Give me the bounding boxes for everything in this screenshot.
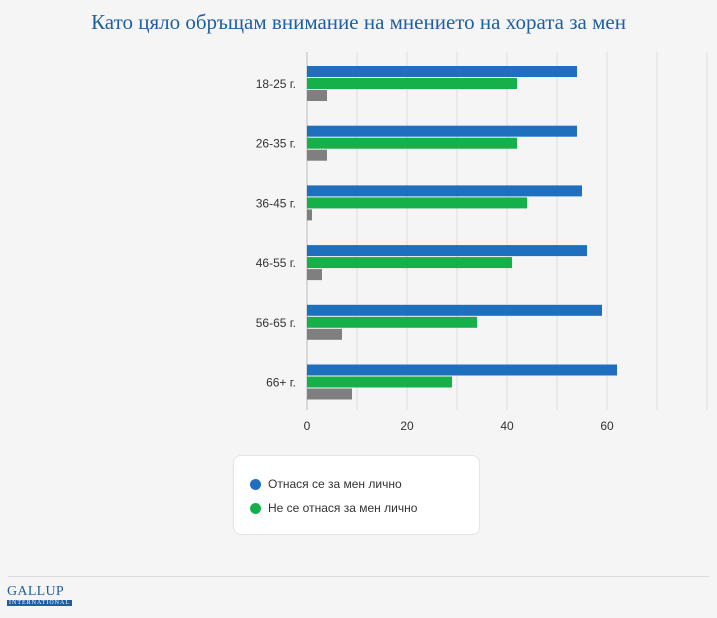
category-label: 26-35 г.	[256, 137, 296, 151]
chart-legend: Отнася се за мен лично Не се отнася за м…	[233, 455, 480, 535]
category-label: 18-25 г.	[256, 77, 296, 91]
x-tick-label: 60	[600, 419, 614, 433]
bar	[307, 209, 312, 221]
bar	[307, 245, 587, 257]
legend-label-series-2: Не се отнася за мен лично	[268, 501, 418, 515]
legend-label-series-1: Отнася се за мен лично	[268, 477, 402, 491]
bar	[307, 328, 342, 340]
bar	[307, 66, 577, 77]
legend-swatch-series-2	[250, 502, 261, 514]
footer-divider	[8, 576, 709, 577]
category-label: 36-45 г.	[256, 196, 296, 210]
category-label: 56-65 г.	[256, 316, 296, 330]
bar	[307, 304, 602, 316]
bar	[307, 197, 527, 209]
bar	[307, 90, 327, 101]
legend-item-series-1[interactable]: Отнася се за мен лично	[250, 472, 479, 496]
logo-subtitle: INTERNATIONAL	[7, 600, 72, 606]
category-label: 66+ г.	[266, 376, 296, 390]
x-tick-label: 0	[304, 419, 311, 433]
bar	[307, 269, 322, 281]
logo-wordmark: GALLUP	[7, 584, 65, 599]
gallup-logo[interactable]: GALLUP INTERNATIONAL	[7, 585, 72, 606]
category-label: 46-55 г.	[256, 256, 296, 270]
bar	[307, 185, 582, 197]
bar	[307, 149, 327, 161]
bar	[307, 376, 452, 388]
bar	[307, 125, 577, 137]
legend-swatch-series-1	[250, 478, 261, 490]
bar	[307, 78, 517, 89]
bar	[307, 137, 517, 149]
bar	[307, 257, 512, 269]
bar	[307, 364, 617, 376]
bar	[307, 388, 352, 400]
bar	[307, 316, 477, 328]
bar-chart: 0 20 40 60 18-25 г. 26-35 г. 36-45 г. 46-55 г. 5…	[256, 52, 708, 433]
x-tick-label: 40	[500, 419, 514, 433]
x-tick-label: 20	[400, 419, 414, 433]
chart-title: Като цяло обръщам внимание на мнението н…	[91, 10, 626, 34]
legend-item-series-2[interactable]: Не се отнася за мен лично	[250, 496, 479, 520]
